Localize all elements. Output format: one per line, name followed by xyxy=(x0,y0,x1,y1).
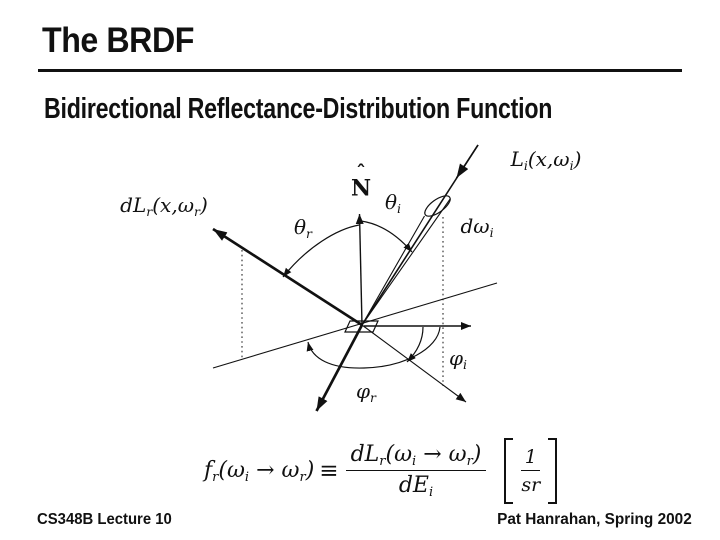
phi-r-arc xyxy=(306,326,441,369)
label-phi-r: φr xyxy=(356,378,376,405)
equiv-symbol: ≡ xyxy=(319,458,339,484)
formula-denominator: dEi xyxy=(398,473,434,501)
slide-subtitle: Bidirectional Reflectance-Distribution F… xyxy=(44,93,553,125)
theta-r-arc xyxy=(282,224,360,278)
formula-fraction: dLr(ωi → ωr) dEi xyxy=(345,442,487,501)
phi-i-arc xyxy=(406,326,424,363)
solid-angle-cone-cap xyxy=(424,195,451,217)
fraction-bar xyxy=(345,469,487,472)
units-fraction-bar xyxy=(521,469,541,472)
reflected-azimuth-projection-line xyxy=(212,282,498,369)
label-phi-i: φi xyxy=(448,345,468,372)
normal-hat-accent: ˆ xyxy=(356,161,366,184)
right-bracket xyxy=(548,438,558,504)
label-solid-angle: dωi xyxy=(460,213,494,240)
units-numerator: 1 xyxy=(524,445,537,468)
footer-author: Pat Hanrahan, Spring 2002 xyxy=(497,511,692,528)
units-fraction: 1 sr xyxy=(513,438,548,504)
brdf-definition-formula: fr(ωi → ωr) ≡ dLr(ωi → ωr) dEi 1 sr xyxy=(204,436,558,506)
label-incident-radiance: Li(x,ωi) xyxy=(510,146,582,173)
label-surface-normal: ˆ N xyxy=(350,161,372,202)
page-title: The BRDF xyxy=(42,21,194,60)
formula-numerator: dLr(ωi → ωr) xyxy=(350,442,482,470)
left-bracket xyxy=(504,438,514,504)
normal-symbol: N xyxy=(350,175,372,202)
formula-lhs: fr(ωi → ωr) xyxy=(204,457,315,486)
solid-angle-cone-edge-right xyxy=(361,198,451,326)
incident-ray-extension xyxy=(315,324,364,412)
surface-normal-vector xyxy=(355,213,364,326)
units-denominator: sr xyxy=(521,474,541,497)
title-rule xyxy=(38,69,682,72)
differential-area-patch xyxy=(344,320,379,333)
incident-azimuth-projection-line xyxy=(361,324,467,403)
theta-i-arc xyxy=(360,220,413,253)
incident-ray-arrowhead-segment xyxy=(455,144,479,179)
footer-course: CS348B Lecture 10 xyxy=(37,511,172,528)
solid-angle-cone-edge-left xyxy=(361,215,425,326)
units-brackets: 1 sr xyxy=(504,438,558,504)
label-theta-r: θr xyxy=(293,214,313,241)
label-theta-i: θi xyxy=(384,189,402,216)
reflected-ray xyxy=(212,227,363,327)
label-reflected-radiance: dLr(x,ωr) xyxy=(120,192,208,219)
